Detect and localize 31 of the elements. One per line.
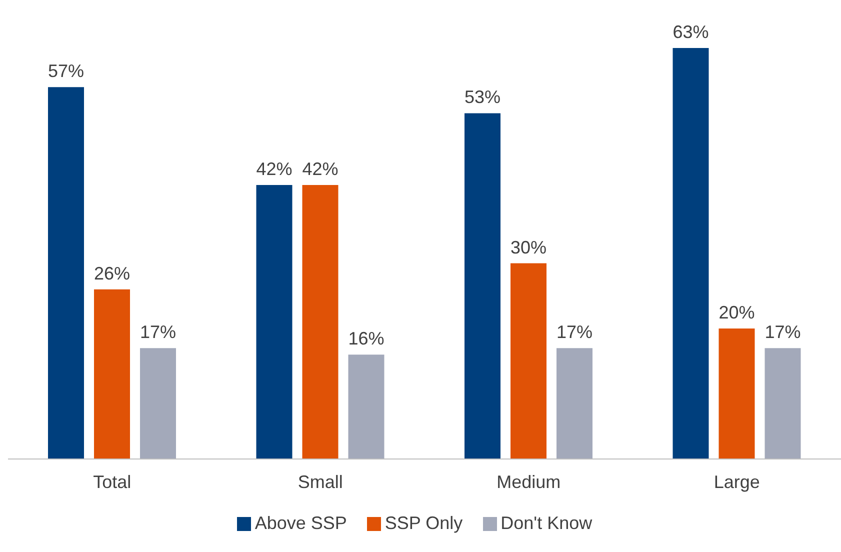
x-tick-label: Total <box>93 472 132 492</box>
data-label: 53% <box>464 87 501 108</box>
data-label: 42% <box>256 159 292 179</box>
bar <box>256 185 292 459</box>
bar <box>556 348 592 459</box>
data-label: 17% <box>140 322 176 342</box>
data-label: 20% <box>718 302 755 323</box>
x-tick-label: Medium <box>496 472 561 492</box>
data-label: 30% <box>510 237 547 258</box>
bar <box>464 113 500 459</box>
x-tick-label: Large <box>714 472 760 492</box>
data-label: 42% <box>302 159 338 179</box>
data-label: 17% <box>764 322 801 342</box>
bar <box>94 289 130 459</box>
data-label: 16% <box>348 328 384 349</box>
bar <box>672 48 709 459</box>
legend-label: Don't Know <box>500 513 592 533</box>
legend-label: Above SSP <box>254 513 347 533</box>
data-label: 26% <box>94 263 130 284</box>
data-label: 63% <box>672 22 709 42</box>
bar <box>302 185 338 459</box>
data-label: 17% <box>556 322 593 342</box>
bar <box>510 263 546 459</box>
legend-label: SSP Only <box>384 513 463 533</box>
bar <box>764 348 801 459</box>
bar <box>348 354 384 459</box>
data-label: 57% <box>48 61 84 82</box>
x-tick-label: Small <box>298 472 343 492</box>
bar <box>48 87 84 459</box>
bar <box>718 328 755 459</box>
bar <box>140 348 176 459</box>
